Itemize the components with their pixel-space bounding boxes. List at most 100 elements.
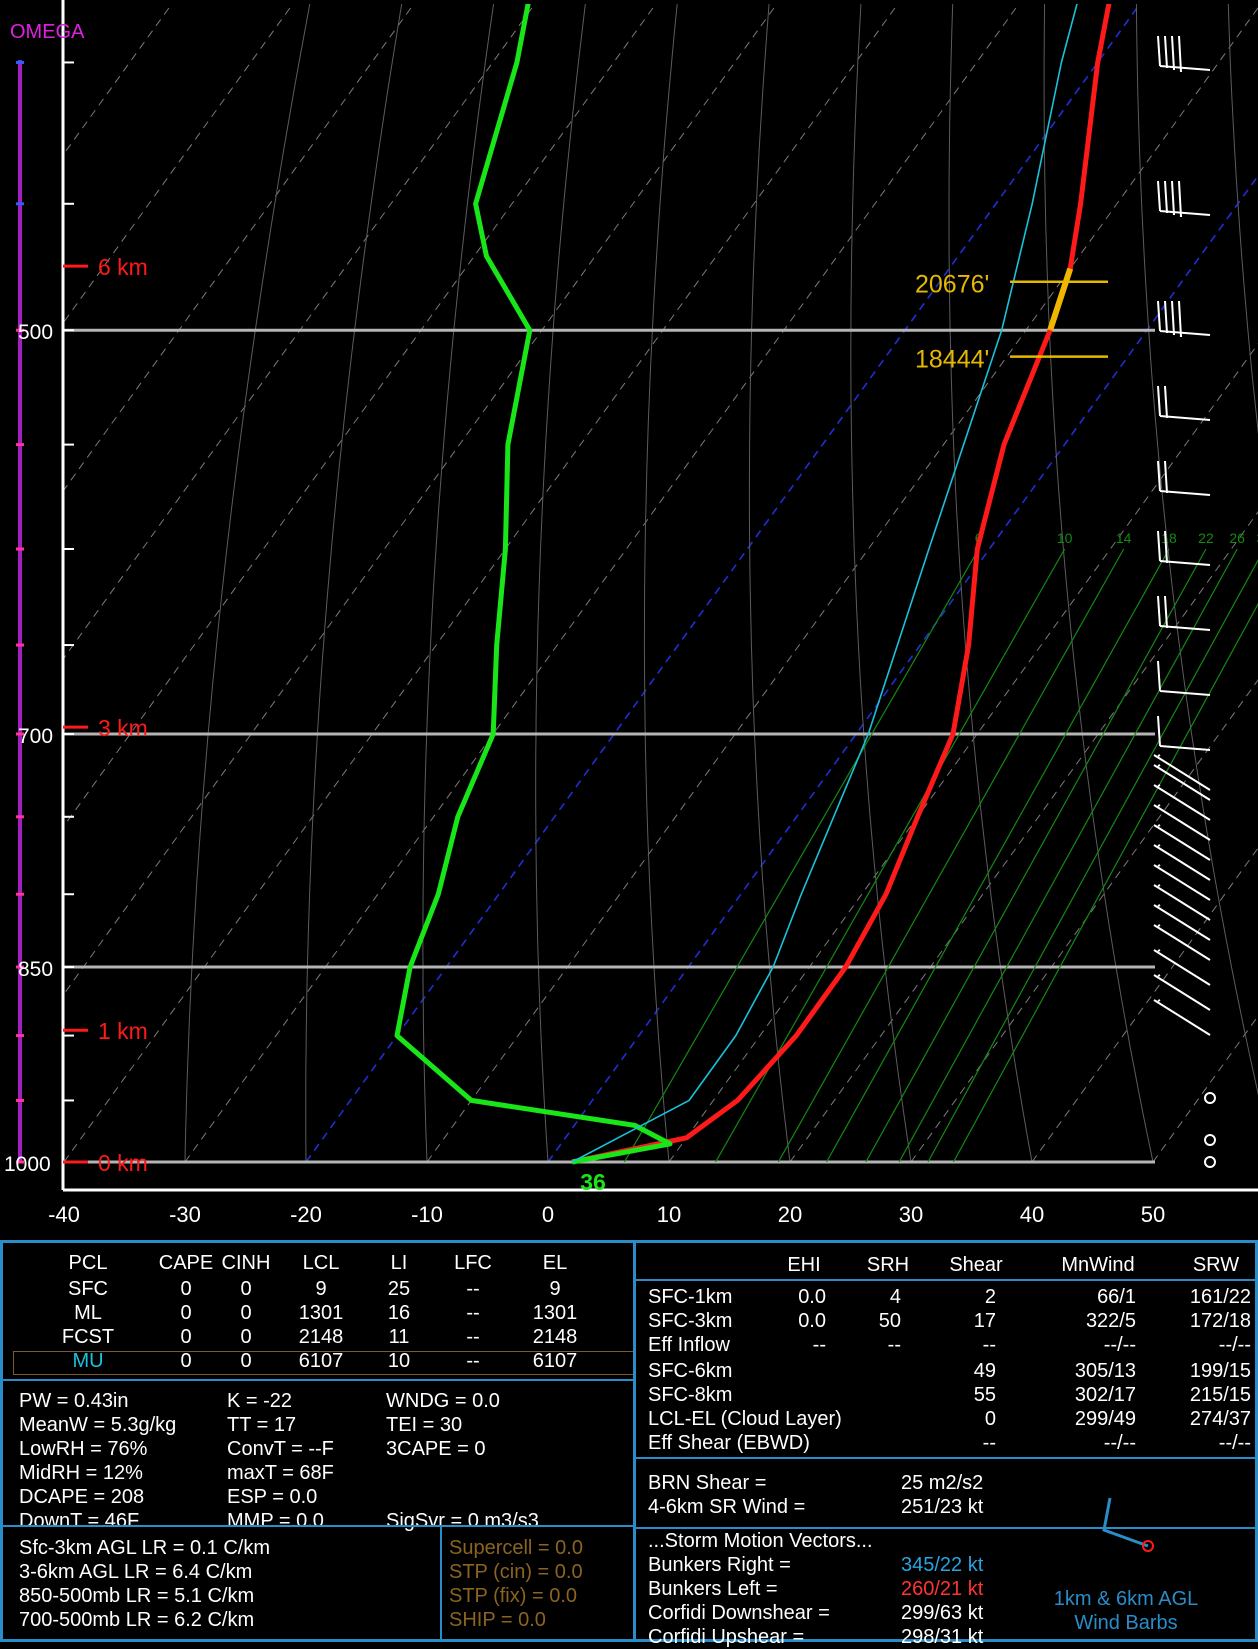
thermo-cell-lcl: 2148	[298, 1326, 344, 1348]
thermo-cell-li: 10	[387, 1350, 411, 1372]
wind-barb-flag	[1171, 35, 1175, 71]
kinematic-mnwind: --/--	[1103, 1432, 1136, 1454]
pressure-tick-label: 850	[18, 958, 53, 981]
dry-adiabat-line	[1227, 4, 1258, 435]
dry-adiabat-line	[850, 4, 912, 1163]
wind-barb-flag	[1164, 460, 1168, 494]
kinematic-srw: 161/22	[1189, 1286, 1251, 1308]
wind-barb-flag	[1164, 530, 1168, 564]
dry-adiabat-line	[643, 4, 678, 1163]
thermo-cell-lcl: 1301	[298, 1302, 344, 1324]
kinematic-mnwind: 322/5	[1085, 1310, 1136, 1332]
calm-wind-circle	[1204, 1134, 1216, 1146]
kinematic-layer: Eff Inflow	[648, 1334, 730, 1356]
mixing-ratio-line	[623, 548, 980, 1163]
storm-motion-label: Corfidi Downshear =	[648, 1602, 830, 1624]
omega-label: OMEGA	[10, 21, 85, 43]
mixing-ratio-label: 10	[1057, 530, 1073, 546]
kinematic-mnwind: 66/1	[1097, 1286, 1136, 1308]
thermo-index: ConvT = --F	[227, 1438, 334, 1460]
wind-barb-staff	[1153, 884, 1211, 921]
level-annotation: 20676'	[915, 271, 989, 299]
kinematic-srw: --/--	[1218, 1432, 1251, 1454]
thermo-cell-li: 16	[387, 1302, 411, 1324]
thermo-cell-lfc: --	[466, 1326, 480, 1348]
thermo-header: PCL	[68, 1252, 108, 1274]
thermo-cell-cape: 0	[180, 1302, 192, 1324]
kinematic-ehi: 0.0	[798, 1286, 826, 1308]
mixing-ratio-line	[952, 602, 1258, 1163]
isotherm-line	[426, 6, 1258, 1163]
kinematic-srw: --/--	[1218, 1334, 1251, 1356]
kinematic-srw: 215/15	[1189, 1384, 1251, 1406]
calm-wind-circle	[1204, 1092, 1216, 1104]
height-label: 3 km	[98, 715, 148, 741]
lapse-rate: 700-500mb LR = 6.2 C/km	[19, 1609, 255, 1631]
isotherm-line	[63, 4, 657, 829]
storm-motion-value: 345/22 kt	[901, 1554, 984, 1576]
dry-adiabat-line	[422, 4, 495, 1163]
temperature-tick-label: 50	[1141, 1202, 1165, 1227]
thermo-index: K = -22	[227, 1390, 293, 1412]
isotherm-line	[668, 343, 1258, 1163]
kinematic-srh: 50	[878, 1310, 901, 1332]
thermo-index: ESP = 0.0	[227, 1486, 318, 1508]
skewt-chart: 610141822263034 OMEGA1002003005007008501…	[0, 0, 1258, 1227]
wind-barb-staff	[1159, 330, 1211, 336]
kinematic-srw: 199/15	[1189, 1360, 1251, 1382]
wind-barb-flag	[1157, 999, 1161, 1002]
wind-barb-staff	[1159, 745, 1211, 751]
wind-barb-staff	[1159, 415, 1211, 421]
thermo-index: 3CAPE = 0	[386, 1438, 486, 1460]
height-label: 0 km	[98, 1150, 148, 1176]
storm-motion-label: Corfidi Upshear =	[648, 1626, 805, 1648]
height-label: 6 km	[98, 254, 148, 280]
pressure-tick-label: 700	[18, 725, 53, 748]
thermo-cell-lcl: 9	[315, 1278, 327, 1300]
composite-index: STP (fix) = 0.0	[449, 1585, 578, 1607]
kinematic-header: EHI	[787, 1254, 821, 1276]
temperature-tick-label: -10	[411, 1202, 443, 1227]
wind-barb-flag	[1157, 660, 1161, 692]
kinematic-shear: 49	[973, 1360, 996, 1382]
thermo-index: MMP = 0.0	[227, 1510, 324, 1532]
isotherm-line	[63, 4, 294, 324]
dry-adiabat-line	[305, 4, 403, 1163]
thermo-header: LFC	[454, 1252, 492, 1274]
wind-barb-flag	[1178, 300, 1182, 338]
isotherm-line	[1152, 1015, 1258, 1163]
wind-barb-flag	[1157, 595, 1161, 627]
wind-barb-flag	[1157, 884, 1161, 887]
wind-barb-staff	[1153, 844, 1211, 881]
temperature-tick-label: -30	[169, 1202, 201, 1227]
wind-barb-staff	[1159, 690, 1211, 696]
level-annotation: 18444'	[915, 346, 989, 374]
wind-barb-flag	[1164, 385, 1168, 419]
kinematic-mnwind: 302/17	[1074, 1384, 1136, 1406]
thermo-cell-cinh: 0	[240, 1326, 252, 1348]
kinematic-srh: --	[887, 1334, 901, 1356]
thermo-cell-cinh: 0	[240, 1350, 252, 1372]
lapse-rate: Sfc-3km AGL LR = 0.1 C/km	[19, 1537, 271, 1559]
mixing-ratio-label: 14	[1116, 530, 1132, 546]
wind-barb-staff	[1153, 974, 1211, 1011]
wind-barb-staff	[1159, 625, 1211, 631]
kinematic-srw: 172/18	[1189, 1310, 1251, 1332]
wind-barb-flag	[1164, 180, 1168, 214]
wind-barb-flag	[1157, 784, 1161, 787]
wind-barb-flag	[1171, 300, 1175, 336]
wind-barb-flag	[1157, 764, 1161, 767]
kinematic-shear: --	[982, 1432, 996, 1454]
temperature-tick-label: -40	[48, 1202, 80, 1227]
kinematic-panel: EHI SRH Shear MnWind SRW SFC-1km 0.0 4 2 66/1 161…	[633, 1240, 1258, 1648]
lapse-rate: 3-6km AGL LR = 6.4 C/km	[19, 1561, 253, 1583]
isotherm-line	[0, 0, 843, 1162]
wind-barb-flag	[1164, 595, 1168, 629]
mixing-ratio-line	[777, 548, 1125, 1163]
wind-barb-flag	[1157, 460, 1161, 492]
wind-barb-flag	[1178, 35, 1182, 73]
kinematic-ehi: 0.0	[798, 1310, 826, 1332]
isotherm-line	[184, 4, 1020, 1163]
kinematic-layer: SFC-3km	[648, 1310, 733, 1332]
storm-motion-value: 298/31 kt	[901, 1626, 984, 1648]
